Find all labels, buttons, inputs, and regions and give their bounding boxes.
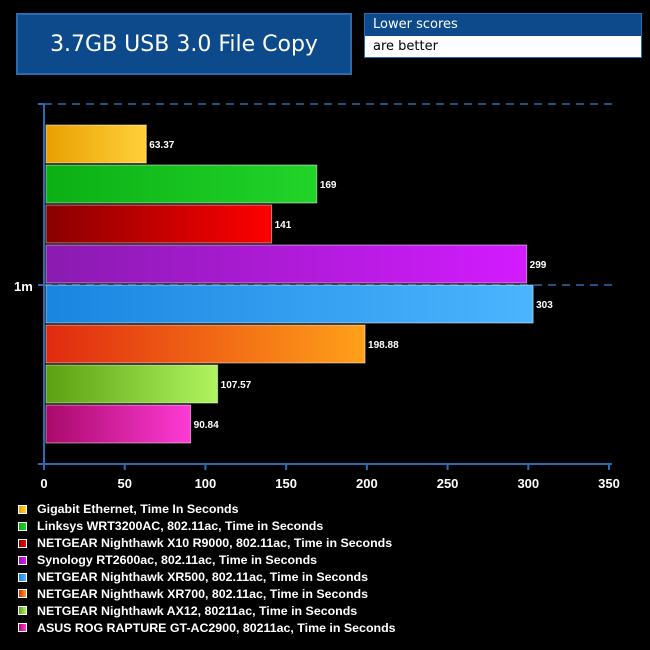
legend-item-5: NETGEAR Nighthawk XR500, 802.11ac, Time … (18, 569, 396, 586)
chart-legend: Gigabit Ethernet, Time In Seconds Linksys… (18, 501, 396, 636)
legend-swatch-3 (18, 538, 27, 548)
bar-value-label-3: 141 (275, 220, 292, 231)
legend-label-3: NETGEAR Nighthawk X10 R9000, 802.11ac, T… (37, 536, 393, 551)
bar-value-label-5: 303 (536, 300, 553, 311)
bar-6 (45, 324, 366, 364)
legend-label-4: Synology RT2600ac, 802.11ac, Time in Sec… (37, 553, 318, 568)
x-tick-label-50: 50 (117, 476, 131, 491)
x-tick-label-150: 150 (275, 476, 297, 491)
bar-1 (45, 124, 147, 164)
bar-2 (45, 164, 318, 204)
bar-value-label-8: 90.84 (194, 420, 219, 431)
legend-label-8: ASUS ROG RAPTURE GT-AC2900, 80211ac, Tim… (37, 620, 396, 635)
bar-4 (45, 244, 528, 284)
x-tick-label-200: 200 (356, 476, 378, 491)
legend-swatch-2 (18, 521, 27, 531)
x-tick-label-0: 0 (40, 476, 47, 491)
bar-value-label-7: 107.57 (221, 380, 252, 391)
note-box: Lower scores are better (364, 13, 642, 58)
legend-swatch-5 (18, 572, 27, 582)
legend-label-1: Gigabit Ethernet, Time In Seconds (37, 502, 239, 517)
legend-item-7: NETGEAR Nighthawk AX12, 80211ac, Time in… (18, 602, 396, 619)
legend-label-6: NETGEAR Nighthawk XR700, 802.11ac, Time … (37, 586, 368, 601)
chart-title: 3.7GB USB 3.0 File Copy (50, 31, 318, 57)
legend-item-8: ASUS ROG RAPTURE GT-AC2900, 80211ac, Tim… (18, 619, 396, 636)
legend-swatch-1 (18, 504, 27, 514)
bar-value-label-4: 299 (530, 260, 547, 271)
legend-swatch-8 (18, 623, 27, 633)
legend-item-2: Linksys WRT3200AC, 802.11ac, Time in Sec… (18, 518, 396, 535)
note-line-1: Lower scores (365, 14, 641, 36)
bar-5 (45, 284, 534, 324)
chart-title-box: 3.7GB USB 3.0 File Copy (16, 13, 352, 75)
bar-value-label-2: 169 (320, 180, 337, 191)
x-tick-label-300: 300 (517, 476, 539, 491)
legend-item-4: Synology RT2600ac, 802.11ac, Time in Sec… (18, 552, 396, 569)
legend-label-5: NETGEAR Nighthawk XR500, 802.11ac, Time … (37, 570, 368, 584)
legend-label-2: Linksys WRT3200AC, 802.11ac, Time in Sec… (37, 519, 324, 534)
legend-label-7: NETGEAR Nighthawk AX12, 80211ac, Time in… (37, 603, 358, 618)
note-line-2: are better (365, 36, 641, 57)
bar-value-label-1: 63.37 (149, 140, 174, 151)
x-tick-label-350: 350 (598, 476, 620, 491)
legend-item-3: NETGEAR Nighthawk X10 R9000, 802.11ac, T… (18, 535, 396, 552)
bar-value-label-6: 198.88 (368, 340, 399, 351)
legend-swatch-6 (18, 589, 27, 599)
category-label: 1m (14, 279, 33, 294)
x-tick-label-250: 250 (437, 476, 459, 491)
legend-swatch-7 (18, 606, 27, 616)
bar-8 (45, 404, 192, 444)
legend-item-1: Gigabit Ethernet, Time In Seconds (18, 501, 396, 518)
x-tick-label-100: 100 (195, 476, 217, 491)
legend-swatch-4 (18, 555, 27, 565)
bar-7 (45, 364, 219, 404)
bar-3 (45, 204, 273, 244)
legend-item-6: NETGEAR Nighthawk XR700, 802.11ac, Time … (18, 585, 396, 602)
bar-chart: 63.37 169 141 299 303 198.88 107.57 90.84 1m 0 50 1… (14, 103, 620, 491)
